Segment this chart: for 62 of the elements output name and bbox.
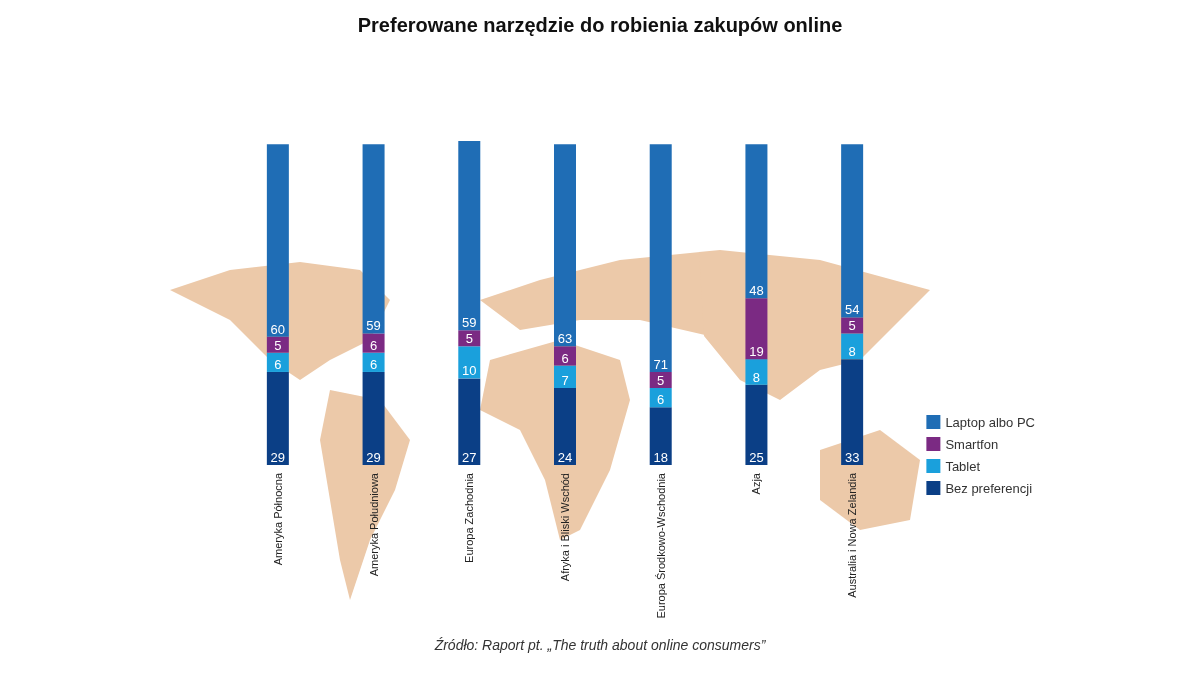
data-label: 59: [462, 315, 477, 331]
x-tick-label: Azja: [750, 472, 763, 495]
data-label: 18: [653, 450, 668, 465]
bar: [554, 365, 576, 388]
data-label: 25: [749, 450, 764, 465]
data-label: 6: [274, 356, 282, 372]
legend-label: Bez preferencji: [945, 480, 1033, 496]
bar: [266, 144, 289, 337]
data-label: 63: [557, 331, 573, 347]
bar: [841, 359, 864, 465]
data-label: 10: [462, 363, 477, 379]
data-label: 27: [462, 450, 477, 465]
data-label: 29: [366, 450, 381, 465]
bar: [554, 144, 576, 347]
bar: [362, 144, 385, 334]
legend-label: Tablet: [945, 458, 981, 474]
bar: [554, 346, 576, 366]
data-label: 29: [270, 450, 286, 465]
data-label: 5: [848, 318, 856, 334]
bar: [745, 144, 768, 299]
data-label: 19: [749, 344, 764, 360]
x-tick-label: Australia i Nowa Zelandia: [846, 472, 859, 598]
data-label: 6: [657, 392, 665, 408]
data-label: 8: [752, 369, 761, 385]
bar: [458, 140, 481, 331]
x-tick-label: Ameryka Południowa: [367, 472, 380, 577]
data-label: 8: [848, 344, 856, 360]
data-label: 59: [366, 318, 381, 334]
bar: [362, 333, 385, 353]
text: Źródło: Raport pt. „The truth about online consumers”: [433, 637, 767, 653]
data-label: 48: [749, 283, 764, 299]
x-tick-label: Europa Zachodnia: [463, 472, 476, 563]
x-tick-label: Ameryka Północna: [271, 472, 284, 566]
bar: [841, 333, 864, 360]
data-label: 71: [653, 356, 668, 372]
legend-label: Laptop albo PC: [945, 414, 1035, 430]
x-tick-label: Afryka i Bliski Wschód: [559, 473, 571, 582]
bar: [266, 371, 289, 465]
data-label: 6: [369, 337, 378, 353]
bar: [745, 359, 768, 385]
data-label: 6: [369, 356, 378, 372]
data-label: 6: [561, 350, 569, 366]
data-label: 5: [657, 373, 665, 388]
data-label: 5: [465, 331, 473, 347]
data-label: 5: [274, 337, 282, 353]
data-label: 7: [561, 373, 569, 388]
bar: [458, 346, 481, 379]
data-label: 33: [844, 450, 860, 465]
bar: [649, 407, 672, 465]
legend-label: Smartfon: [945, 436, 999, 452]
bar: [745, 384, 768, 465]
bar: [554, 388, 576, 465]
bar: [458, 378, 481, 465]
data-label: 60: [270, 321, 286, 337]
chart-title: Preferowane narzędzie do robienia zakupów online: [357, 14, 843, 36]
data-label: 24: [557, 450, 573, 465]
bar: [362, 371, 385, 465]
bar: [841, 144, 864, 318]
data-label: 54: [844, 302, 860, 318]
x-tick-label: Europa Środkowo-Wschodnia: [654, 472, 667, 619]
bar: [745, 298, 768, 360]
bar: [649, 144, 672, 372]
